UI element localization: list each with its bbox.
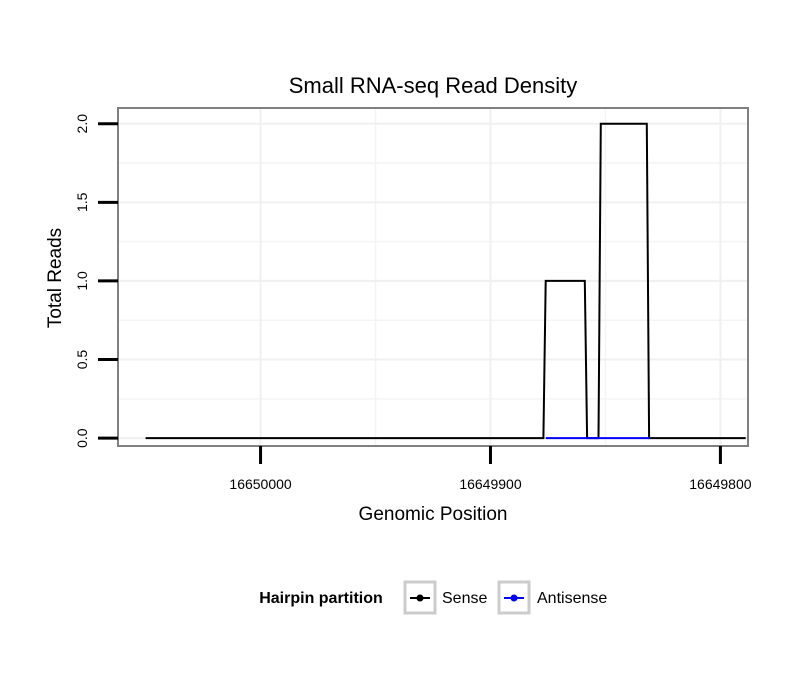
legend-label-sense: Sense: [442, 590, 487, 607]
y-tick-label: 1.0: [74, 271, 90, 291]
x-tick-label: 16650000: [229, 476, 292, 492]
legend: Hairpin partition Sense Antisense: [259, 580, 607, 615]
plot-panel-border: [117, 107, 749, 447]
grid-lines: [118, 108, 748, 446]
x-axis-label: Genomic Position: [359, 504, 508, 525]
legend-title: Hairpin partition: [259, 590, 383, 607]
data-series: [145, 122, 746, 440]
legend-key-marker: [510, 594, 518, 602]
x-tick-label: 16649900: [459, 476, 522, 492]
legend-label-antisense: Antisense: [537, 590, 607, 607]
legend-items: Sense Antisense: [403, 580, 607, 615]
x-tick-label: 16649800: [689, 476, 752, 492]
chart-title: Small RNA-seq Read Density: [289, 73, 578, 98]
y-tick-label: 1.5: [74, 192, 90, 212]
y-tick-label: 0.0: [74, 428, 90, 448]
y-axis-label: Total Reads: [45, 228, 66, 328]
legend-key-marker: [416, 594, 424, 602]
axes: 0.0 0.5 1.0 1.5 2.0 16650000 16649900 16649800: [74, 114, 752, 492]
y-tick-label: 2.0: [74, 114, 90, 134]
y-tick-label: 0.5: [74, 350, 90, 370]
